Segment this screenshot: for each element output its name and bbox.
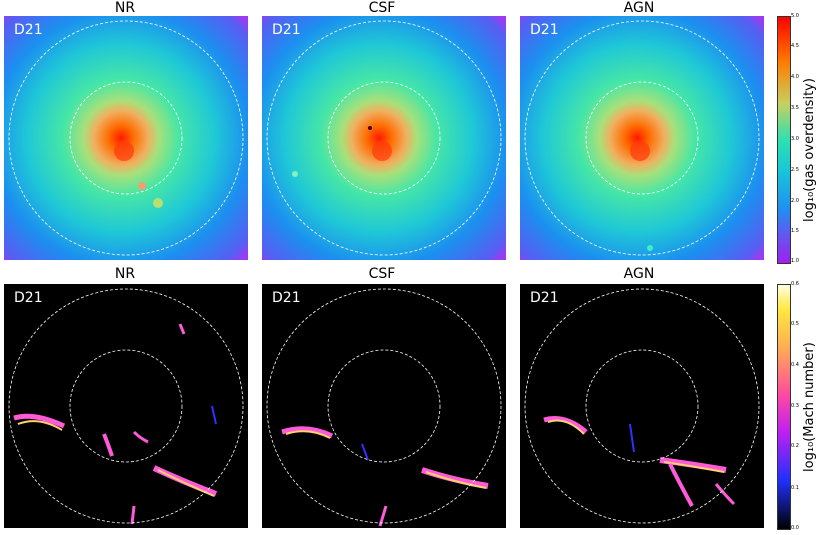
simulation-label-agn-mach: D21	[530, 290, 559, 306]
simulation-label-csf-mach: D21	[272, 290, 301, 306]
panel-title-csf-density: CSF	[368, 0, 396, 16]
simulation-label-nr-density: D21	[14, 22, 43, 38]
mach-tick-2: 0.4	[791, 362, 799, 368]
mach-tick-0: 0.6	[791, 281, 799, 287]
density-tick-8: 1.0	[791, 258, 799, 264]
density-tick-1: 4.5	[791, 43, 799, 49]
mach-tick-5: 0.1	[791, 485, 799, 491]
density-map-csf	[262, 16, 506, 260]
mach-colorbar	[777, 284, 791, 530]
mach-tick-6: 0.0	[791, 525, 799, 531]
simulation-label-csf-density: D21	[272, 22, 301, 38]
panel-title-csf-mach: CSF	[368, 266, 396, 282]
density-colorbar-label: log₁₀(gas overdensity)	[802, 78, 817, 222]
density-tick-6: 2.0	[791, 198, 799, 204]
panel-title-nr-mach: NR	[114, 266, 136, 282]
mach-tick-3: 0.3	[791, 403, 799, 409]
density-tick-5: 2.5	[791, 167, 799, 173]
density-map-agn	[520, 16, 764, 260]
density-tick-2: 4.0	[791, 74, 799, 80]
density-tick-3: 3.5	[791, 105, 799, 111]
simulation-label-agn-density: D21	[530, 22, 559, 38]
panel-title-nr-density: NR	[114, 0, 136, 16]
density-tick-7: 1.5	[791, 228, 799, 234]
density-tick-4: 3.0	[791, 136, 799, 142]
simulation-label-nr-mach: D21	[14, 290, 43, 306]
mach-tick-4: 0.2	[791, 443, 799, 449]
density-map-nr	[4, 16, 248, 260]
panel-title-agn-mach: AGN	[623, 266, 655, 282]
density-colorbar	[777, 16, 791, 264]
density-tick-0: 5.0	[791, 13, 799, 19]
mach-map-csf	[262, 284, 506, 528]
mach-tick-1: 0.5	[791, 321, 799, 327]
mach-map-nr	[4, 284, 248, 528]
mach-map-agn	[520, 284, 764, 528]
panel-title-agn-density: AGN	[623, 0, 655, 16]
mach-colorbar-label: log₁₀(Mach number)	[802, 342, 817, 472]
